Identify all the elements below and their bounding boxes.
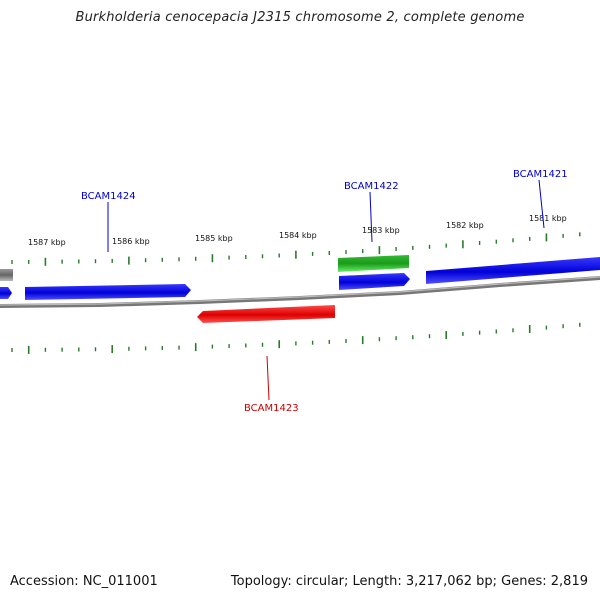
tick-row-lower [11, 322, 581, 354]
gene-bcam1423[interactable] [197, 305, 335, 323]
genome-title: Burkholderia cenocepacia J2315 chromosom… [75, 10, 525, 25]
leader-line-bcam1423 [266, 355, 270, 401]
tick-row-upper [11, 232, 581, 266]
leader-line-bcam1421 [538, 179, 545, 229]
accession-text: Accession: NC_011001 [10, 574, 158, 589]
gene-partial-forward [0, 287, 12, 299]
chromosome-backbone [0, 276, 600, 308]
gene-bcam1424[interactable] [25, 284, 191, 300]
kbp-label: 1582 kbp [446, 221, 484, 230]
gene-label-bcam1424: BCAM1424 [81, 191, 136, 202]
gene-bcam1422[interactable] [339, 273, 410, 290]
leader-line-bcam1422 [369, 191, 373, 243]
kbp-label: 1587 kbp [28, 238, 66, 247]
gene-bcam1421[interactable] [426, 257, 600, 284]
kbp-label: 1581 kbp [529, 214, 567, 223]
genome-summary-text: Topology: circular; Length: 3,217,062 bp… [230, 574, 588, 589]
gene-bcam1422-rna[interactable] [338, 255, 409, 272]
gene-label-bcam1421: BCAM1421 [513, 169, 568, 180]
gene-label-bcam1422: BCAM1422 [344, 181, 399, 192]
kbp-label: 1583 kbp [362, 226, 400, 235]
kbp-label: 1585 kbp [195, 234, 233, 243]
gene-partial-grey [0, 269, 13, 281]
kbp-label: 1586 kbp [112, 237, 150, 246]
gene-label-bcam1423: BCAM1423 [244, 403, 299, 414]
kbp-label: 1584 kbp [279, 231, 317, 240]
